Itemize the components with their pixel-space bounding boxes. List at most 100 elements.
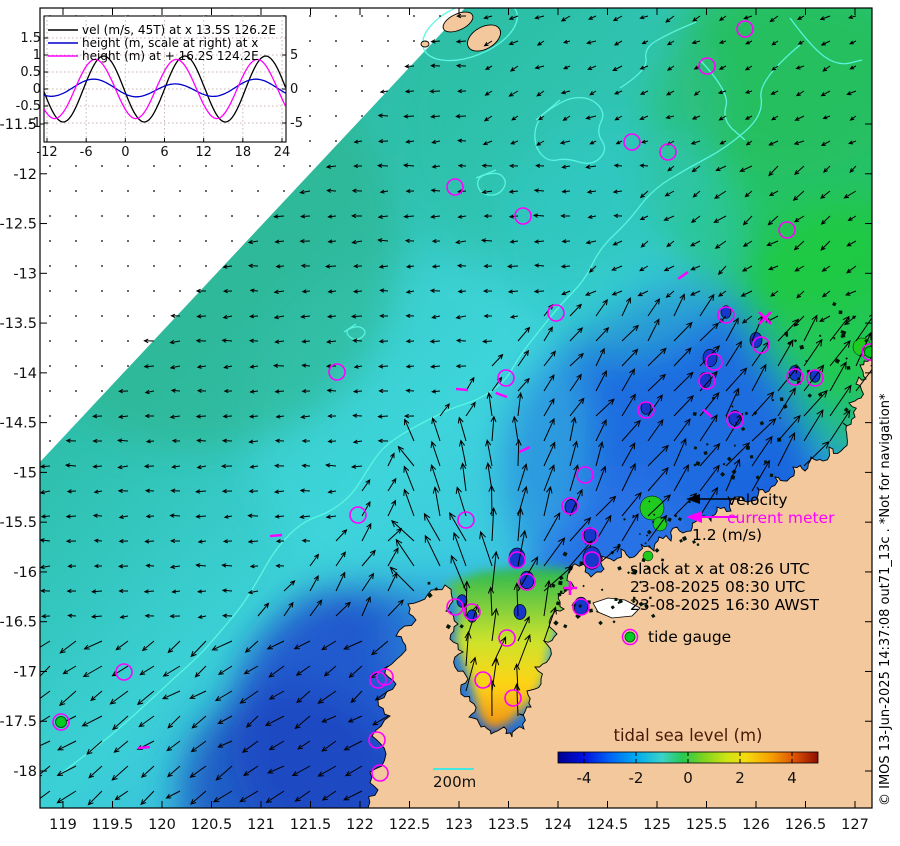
- coastal-green-patch: [639, 495, 665, 521]
- svg-text:-2: -2: [629, 769, 644, 787]
- svg-text:0: 0: [683, 769, 693, 787]
- svg-text:125.5: 125.5: [686, 817, 728, 833]
- svg-text:-16: -16: [13, 565, 37, 581]
- svg-text:-14.5: -14.5: [0, 416, 37, 432]
- site-plus-marker: [563, 581, 577, 595]
- lagoon: [592, 597, 641, 619]
- svg-text:120: 120: [148, 817, 176, 833]
- current-meter-vector: [677, 271, 689, 280]
- current-meter-label: current meter: [727, 509, 835, 527]
- inset-legend-label: height (m, scale at right) at x: [82, 36, 258, 50]
- tide-gauge-label: tide gauge: [648, 628, 731, 646]
- tide-gauge-ring: [52, 713, 70, 731]
- svg-text:-15.5: -15.5: [0, 515, 37, 531]
- inset-legend-label: height (m) at + 16.2S 124.2E: [82, 49, 259, 63]
- tide-gauge-ring-icon: [621, 628, 639, 646]
- colorbar-title: tidal sea level (m): [614, 726, 763, 745]
- svg-text:4: 4: [787, 769, 797, 787]
- velocity-label: velocity: [727, 491, 788, 509]
- svg-text:12: 12: [195, 145, 212, 160]
- svg-text:-1: -1: [28, 116, 41, 131]
- inset-series-vel: [44, 55, 286, 123]
- svg-text:-17.5: -17.5: [0, 714, 37, 730]
- svg-text:126: 126: [742, 817, 770, 833]
- svg-text:-14: -14: [13, 366, 37, 382]
- current-meter-vector: [137, 745, 151, 750]
- current-meter-vector: [269, 533, 283, 538]
- svg-text:-16.5: -16.5: [0, 615, 37, 631]
- scale-bar-label: 200m: [433, 773, 476, 791]
- svg-text:127: 127: [841, 817, 869, 833]
- current-meter-sites: [115, 20, 824, 782]
- svg-text:-18: -18: [13, 764, 37, 780]
- svg-text:124: 124: [544, 817, 572, 833]
- svg-text:-0.5: -0.5: [16, 99, 41, 114]
- coastal-bay: [720, 305, 732, 319]
- svg-text:0: 0: [33, 82, 41, 97]
- svg-text:-13.5: -13.5: [0, 316, 37, 332]
- current-meter-vector: [495, 391, 508, 399]
- site-x-marker: [758, 311, 772, 325]
- inset-series-height_at_x: [44, 78, 286, 98]
- svg-text:-13: -13: [13, 266, 37, 282]
- svg-text:5: 5: [290, 48, 298, 63]
- svg-text:1: 1: [33, 48, 41, 63]
- colorbar-ticks: -4 -2 0 2 4: [577, 752, 797, 787]
- watermark-text: © IMOS 13-Jun-2025 14:37:08 out71_13c . …: [878, 393, 893, 806]
- svg-text:1.5: 1.5: [20, 31, 41, 46]
- svg-text:-17: -17: [13, 664, 37, 680]
- velocity-arrow-head-icon: [686, 494, 700, 504]
- velocity-vector-field: [40, 13, 872, 806]
- island: [442, 11, 474, 33]
- svg-text:121: 121: [247, 817, 275, 833]
- svg-text:-15: -15: [13, 465, 37, 481]
- map-frame: [39, 7, 873, 809]
- svg-text:122.5: 122.5: [389, 817, 431, 833]
- island: [420, 40, 430, 48]
- tide-gauge-key: tide gauge: [621, 628, 731, 646]
- slack-time-line3: 23-08-2025 16:30 AWST: [630, 596, 820, 614]
- svg-text:122: 122: [346, 817, 374, 833]
- current-meter-vector: [455, 387, 469, 392]
- slack-time-line1: slack at x at 08:26 UTC: [630, 560, 810, 578]
- svg-text:0: 0: [290, 82, 298, 97]
- svg-text:-6: -6: [80, 145, 93, 160]
- coastal-bay: [702, 348, 718, 368]
- tide-gauge-ring: [861, 343, 872, 361]
- svg-text:-12.5: -12.5: [0, 217, 37, 233]
- svg-text:121.5: 121.5: [290, 817, 332, 833]
- tide-gauge-dot-icon: [624, 631, 636, 643]
- svg-text:6: 6: [160, 145, 168, 160]
- svg-text:126.5: 126.5: [785, 817, 827, 833]
- current-meter-arrow-head-icon: [686, 511, 702, 523]
- svg-text:123: 123: [445, 817, 473, 833]
- svg-text:2: 2: [735, 769, 745, 787]
- svg-text:-5: -5: [290, 116, 303, 131]
- svg-text:24: 24: [274, 145, 291, 160]
- current-meter-vector: [702, 408, 713, 418]
- depth-contours: [57, 17, 863, 777]
- island: [467, 24, 501, 52]
- svg-text:18: 18: [235, 145, 252, 160]
- svg-text:119.5: 119.5: [92, 817, 134, 833]
- svg-text:-12: -12: [36, 145, 57, 160]
- svg-text:0: 0: [121, 145, 129, 160]
- svg-text:0.5: 0.5: [20, 65, 41, 80]
- tide-gauge-site: [55, 716, 67, 728]
- svg-text:124.5: 124.5: [587, 817, 629, 833]
- svg-text:120.5: 120.5: [191, 817, 233, 833]
- svg-text:125: 125: [643, 817, 671, 833]
- speed-reference-label: 1.2 (m/s): [692, 526, 762, 544]
- map-axes: 119 119.5 120 120.5 121 121.5 122 122.5 123 123.5…: [0, 8, 872, 833]
- coastal-bay: [749, 332, 763, 348]
- colorbar: tidal sea level (m) -4 -2 0 2 4: [557, 726, 819, 787]
- velocity-key: velocity: [686, 491, 788, 509]
- current-meter-key: current meter: [686, 509, 835, 527]
- svg-text:-12: -12: [13, 167, 37, 183]
- coastal-green-patch: [642, 550, 654, 562]
- svg-text:123.5: 123.5: [488, 817, 530, 833]
